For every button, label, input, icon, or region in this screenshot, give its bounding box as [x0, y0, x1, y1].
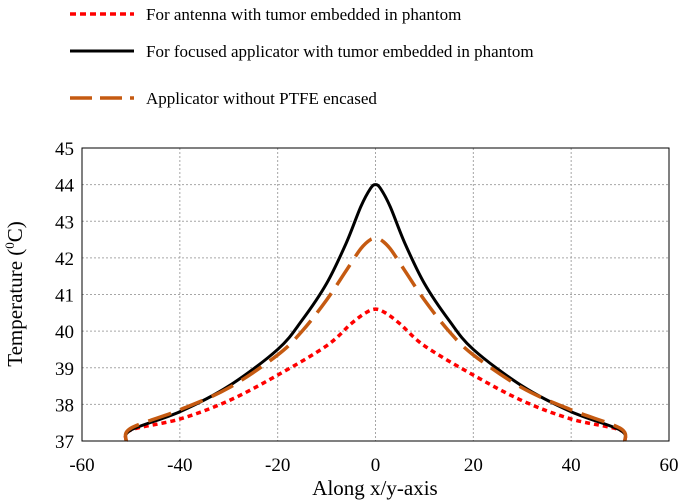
y-tick-label: 42 — [55, 249, 74, 270]
x-tick-label: -20 — [265, 455, 290, 476]
y-tick-label: 40 — [55, 322, 74, 343]
y-tick-label: 43 — [55, 212, 74, 233]
x-tick-label: 60 — [660, 455, 679, 476]
x-tick-labels: -60 -40 -20 0 20 40 60 — [69, 455, 678, 476]
y-tick-label: 37 — [55, 432, 74, 453]
x-axis-label: Along x/y-axis — [312, 476, 437, 500]
series-line-3 — [123, 237, 628, 442]
grid — [82, 148, 669, 441]
y-axis-label-end: C) — [3, 221, 27, 242]
y-tick-label: 44 — [55, 176, 75, 197]
series-line-2 — [123, 183, 628, 442]
y-tick-label: 45 — [55, 139, 74, 160]
legend-label-3: Applicator without PTFE encased — [146, 89, 377, 108]
series-lines — [123, 183, 628, 442]
plot-frame — [81, 147, 670, 442]
legend-label-1: For antenna with tumor embedded in phant… — [146, 5, 461, 24]
series-line-1 — [123, 307, 628, 442]
x-tick-label: -40 — [167, 455, 192, 476]
y-axis-label: Temperature (0C) — [2, 221, 27, 367]
y-axis-label-main: Temperature ( — [3, 249, 27, 367]
x-tick-label: 40 — [562, 455, 581, 476]
legend-label-2: For focused applicator with tumor embedd… — [146, 42, 534, 61]
y-tick-labels: 37 38 39 40 41 42 43 44 45 — [55, 139, 75, 453]
y-tick-label: 41 — [55, 286, 74, 307]
legend: For antenna with tumor embedded in phant… — [70, 5, 534, 108]
x-tick-label: 20 — [464, 455, 483, 476]
x-tick-label: -60 — [69, 455, 94, 476]
y-tick-label: 39 — [55, 359, 74, 380]
y-tick-label: 38 — [55, 395, 74, 416]
y-axis-label-sup: 0 — [2, 242, 17, 249]
x-tick-label: 0 — [371, 455, 381, 476]
